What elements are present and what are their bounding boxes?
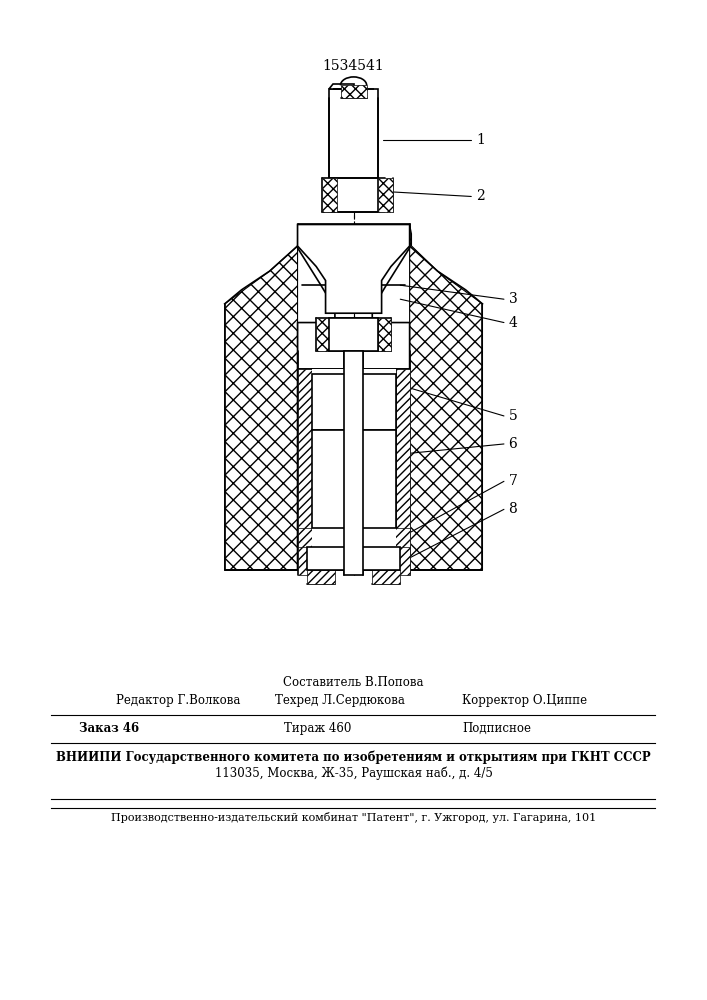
Polygon shape: [329, 84, 354, 89]
Text: Подписное: Подписное: [462, 722, 531, 735]
Bar: [312, 374, 396, 430]
Bar: [329, 178, 378, 212]
Bar: [363, 369, 396, 565]
Bar: [316, 318, 329, 351]
Text: ВНИИПИ Государственного комитета по изобретениям и открытиям при ГКНТ СССР: ВНИИПИ Государственного комитета по изоб…: [57, 750, 651, 764]
Text: Корректор О.Циппе: Корректор О.Циппе: [462, 694, 587, 707]
Text: 1534541: 1534541: [322, 59, 385, 73]
Text: 8: 8: [508, 502, 518, 516]
Polygon shape: [409, 224, 482, 570]
Bar: [378, 178, 393, 212]
Text: Производственно-издательский комбинат "Патент", г. Ужгород, ул. Гагарина, 101: Производственно-издательский комбинат "П…: [111, 812, 596, 823]
Bar: [312, 430, 396, 528]
Text: 2: 2: [476, 189, 485, 203]
Bar: [298, 528, 409, 547]
Text: 6: 6: [508, 437, 518, 451]
Polygon shape: [329, 89, 378, 196]
Bar: [378, 318, 391, 351]
Bar: [312, 369, 344, 565]
Text: Техред Л.Сердюкова: Техред Л.Сердюкова: [275, 694, 405, 707]
Text: 5: 5: [508, 409, 518, 423]
Bar: [344, 351, 363, 575]
Text: 4: 4: [508, 316, 518, 330]
Bar: [329, 318, 378, 351]
Text: Редактор Г.Волкова: Редактор Г.Волкова: [117, 694, 241, 707]
Bar: [322, 178, 337, 212]
Bar: [396, 369, 409, 575]
Text: 3: 3: [508, 292, 518, 306]
Polygon shape: [298, 224, 409, 313]
Polygon shape: [225, 224, 298, 570]
Text: 113035, Москва, Ж-35, Раушская наб., д. 4/5: 113035, Москва, Ж-35, Раушская наб., д. …: [215, 767, 493, 780]
Text: Тираж 460: Тираж 460: [284, 722, 352, 735]
Bar: [373, 570, 400, 584]
Text: Заказ 46: Заказ 46: [79, 722, 139, 735]
Text: Составитель В.Попова: Составитель В.Попова: [284, 676, 423, 689]
Bar: [341, 85, 367, 98]
Bar: [307, 570, 335, 584]
Bar: [298, 369, 312, 575]
Text: 7: 7: [508, 474, 518, 488]
Bar: [307, 547, 400, 570]
Text: 1: 1: [476, 133, 485, 147]
